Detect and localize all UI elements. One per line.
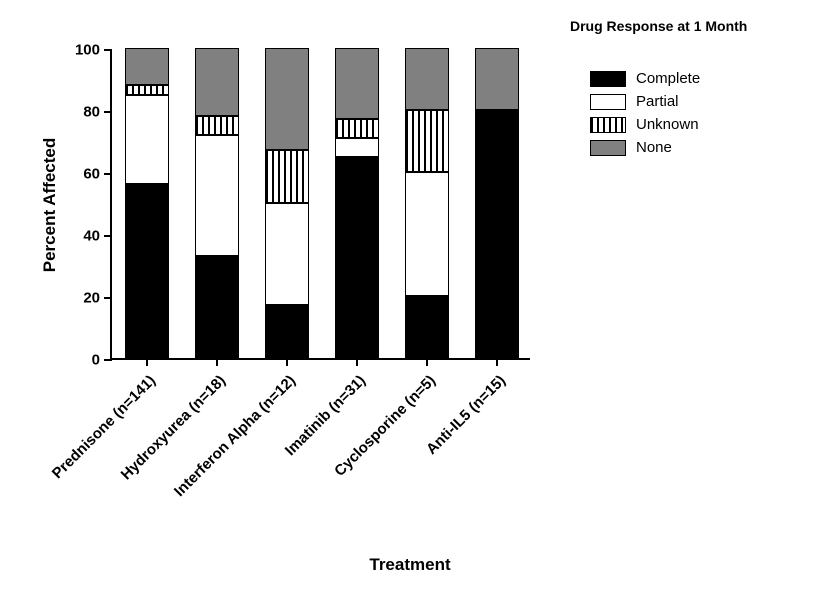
- legend-item: Complete: [590, 70, 700, 87]
- legend-label: None: [636, 139, 672, 156]
- bar-segment-none: [405, 48, 448, 110]
- y-tick-label: 80: [83, 104, 112, 121]
- bar-segment-none: [475, 48, 518, 110]
- bar-segment-none: [335, 48, 378, 119]
- bar-segment-partial: [405, 172, 448, 296]
- bar-group: [405, 48, 448, 358]
- y-tick-label: 60: [83, 166, 112, 183]
- bar-group: [335, 48, 378, 358]
- x-tick: [426, 358, 428, 366]
- bar-segment-complete: [125, 184, 168, 358]
- bar-segment-none: [125, 48, 168, 85]
- bar-segment-unknown: [125, 85, 168, 94]
- y-tick-label: 40: [83, 228, 112, 245]
- x-tick: [356, 358, 358, 366]
- bar-segment-unknown: [265, 150, 308, 203]
- bar-segment-complete: [265, 305, 308, 358]
- bar-group: [195, 48, 238, 358]
- legend-swatch: [590, 117, 626, 133]
- bar-segment-partial: [265, 203, 308, 305]
- y-tick-label: 20: [83, 290, 112, 307]
- legend: Complete Partial Unknown None: [590, 70, 700, 162]
- legend-item: Unknown: [590, 116, 700, 133]
- x-tick: [496, 358, 498, 366]
- bar-segment-unknown: [195, 116, 238, 135]
- bar-segment-none: [195, 48, 238, 116]
- x-tick: [216, 358, 218, 366]
- bar-segment-partial: [125, 95, 168, 185]
- bar-segment-unknown: [405, 110, 448, 172]
- bar-segment-none: [265, 48, 308, 150]
- chart-title: Drug Response at 1 Month: [570, 18, 747, 34]
- chart-container: Drug Response at 1 Month 020406080100Pre…: [0, 0, 818, 614]
- bar-group: [265, 48, 308, 358]
- y-tick-label: 100: [75, 42, 112, 59]
- legend-swatch: [590, 94, 626, 110]
- bar-segment-complete: [405, 296, 448, 358]
- bar-segment-partial: [195, 135, 238, 256]
- bar-segment-complete: [475, 110, 518, 358]
- plot-area: 020406080100Prednisone (n=141)Hydroxyure…: [110, 50, 530, 360]
- x-tick-label: Interferon Alpha (n=12): [171, 372, 299, 500]
- bar-segment-complete: [335, 157, 378, 359]
- legend-label: Complete: [636, 70, 700, 87]
- bar-group: [475, 48, 518, 358]
- legend-label: Partial: [636, 93, 679, 110]
- y-axis-title: Percent Affected: [40, 138, 60, 272]
- x-tick: [286, 358, 288, 366]
- bar-group: [125, 48, 168, 358]
- legend-item: Partial: [590, 93, 700, 110]
- y-tick-label: 0: [92, 352, 112, 369]
- x-tick: [146, 358, 148, 366]
- bar-segment-complete: [195, 256, 238, 358]
- bar-segment-unknown: [335, 119, 378, 138]
- legend-swatch: [590, 140, 626, 156]
- x-axis-title: Treatment: [369, 555, 450, 575]
- legend-swatch: [590, 71, 626, 87]
- legend-item: None: [590, 139, 700, 156]
- bar-segment-partial: [335, 138, 378, 157]
- legend-label: Unknown: [636, 116, 699, 133]
